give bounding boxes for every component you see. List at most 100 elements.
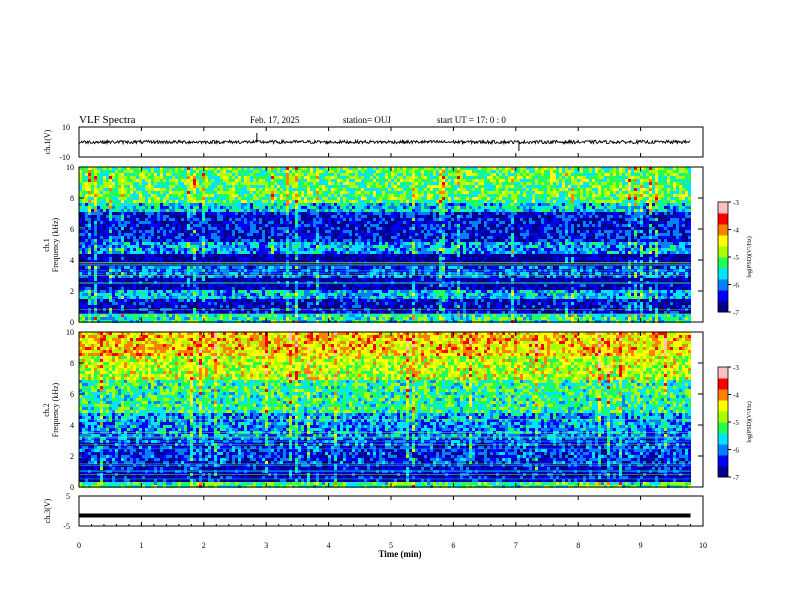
spectrogram-cell bbox=[259, 200, 262, 203]
spectrogram-cell bbox=[271, 191, 274, 194]
spectrogram-cell bbox=[118, 290, 121, 293]
spectrogram-cell bbox=[157, 278, 160, 281]
spectrogram-cell bbox=[199, 269, 202, 272]
spectrogram-cell bbox=[253, 224, 256, 227]
spectrogram-cell bbox=[175, 302, 178, 305]
spectrogram-cell bbox=[127, 248, 130, 251]
spectrogram-cell bbox=[217, 203, 220, 206]
spectrogram-cell bbox=[220, 290, 223, 293]
spectrogram-cell bbox=[262, 257, 265, 260]
spectrogram-cell bbox=[169, 185, 172, 188]
spectrogram-cell bbox=[190, 173, 193, 176]
spectrogram-cell bbox=[181, 185, 184, 188]
spectrogram-cell bbox=[247, 188, 250, 191]
spectrogram-cell bbox=[262, 221, 265, 224]
spectrogram-cell bbox=[331, 224, 334, 227]
spectrogram-cell bbox=[283, 227, 286, 230]
spectrogram-cell bbox=[301, 230, 304, 233]
spectrogram-cell bbox=[208, 218, 211, 221]
spectrogram-cell bbox=[337, 203, 340, 206]
spectrogram-cell bbox=[199, 236, 202, 239]
spectrogram-cell bbox=[358, 236, 361, 239]
spectrogram-cell bbox=[223, 173, 226, 176]
spectrogram-cell bbox=[292, 314, 295, 317]
spectrogram-cell bbox=[193, 236, 196, 239]
spectrogram-cell bbox=[118, 212, 121, 215]
spectrogram-cell bbox=[178, 299, 181, 302]
spectrogram-cell bbox=[229, 299, 232, 302]
spectrogram-cell bbox=[139, 242, 142, 245]
spectrogram-cell bbox=[106, 251, 109, 254]
spectrogram-cell bbox=[97, 179, 100, 182]
spectrogram-cell bbox=[157, 203, 160, 206]
spectrogram-cell bbox=[283, 260, 286, 263]
spectrogram-cell bbox=[286, 314, 289, 317]
spectrogram-cell bbox=[307, 194, 310, 197]
spectrogram-cell bbox=[205, 287, 208, 290]
spectrogram-cell bbox=[190, 239, 193, 242]
spectrogram-cell bbox=[166, 206, 169, 209]
spectrogram-cell bbox=[313, 242, 316, 245]
spectrogram-cell bbox=[175, 257, 178, 260]
spectrogram-cell bbox=[346, 188, 349, 191]
spectrogram-cell bbox=[346, 227, 349, 230]
spectrogram-cell bbox=[160, 239, 163, 242]
spectrogram-cell bbox=[286, 248, 289, 251]
spectrogram-cell bbox=[154, 272, 157, 275]
spectrogram-cell bbox=[226, 257, 229, 260]
spectrogram-cell bbox=[205, 272, 208, 275]
spectrogram-cell bbox=[259, 305, 262, 308]
spectrogram-cell bbox=[130, 188, 133, 191]
spectrogram-cell bbox=[271, 236, 274, 239]
spectrogram-cell bbox=[133, 227, 136, 230]
spectrogram-cell bbox=[115, 236, 118, 239]
spectrogram-cell bbox=[268, 248, 271, 251]
spectrogram-cell bbox=[130, 269, 133, 272]
spectrogram-cell bbox=[142, 233, 145, 236]
spectrogram-cell bbox=[349, 269, 352, 272]
spectrogram-cell bbox=[103, 293, 106, 296]
spectrogram-cell bbox=[187, 197, 190, 200]
spectrogram-cell bbox=[160, 299, 163, 302]
spectrogram-cell bbox=[286, 284, 289, 287]
spectrogram-cell bbox=[190, 272, 193, 275]
spectrogram-cell bbox=[229, 215, 232, 218]
spectrogram-cell bbox=[337, 293, 340, 296]
spectrogram-cell bbox=[319, 197, 322, 200]
spectrogram-cell bbox=[187, 224, 190, 227]
spectrogram-cell bbox=[256, 230, 259, 233]
spectrogram-cell bbox=[211, 248, 214, 251]
spectrogram-cell bbox=[202, 260, 205, 263]
spectrogram-cell bbox=[82, 173, 85, 176]
spectrogram-cell bbox=[136, 185, 139, 188]
spectrogram-cell bbox=[172, 179, 175, 182]
spectrogram-cell bbox=[133, 230, 136, 233]
spectrogram-cell bbox=[199, 206, 202, 209]
spectrogram-cell bbox=[232, 254, 235, 257]
spectrogram-cell bbox=[244, 215, 247, 218]
spectrogram-cell bbox=[211, 239, 214, 242]
spectrogram-cell bbox=[241, 311, 244, 314]
spectrogram-cell bbox=[214, 173, 217, 176]
spectrogram-cell bbox=[166, 311, 169, 314]
spectrogram-cell bbox=[88, 314, 91, 317]
spectrogram-cell bbox=[109, 230, 112, 233]
spectrogram-cell bbox=[205, 206, 208, 209]
spectrogram-cell bbox=[340, 239, 343, 242]
spectrogram-cell bbox=[280, 305, 283, 308]
spectrogram-cell bbox=[319, 254, 322, 257]
spectrogram-cell bbox=[331, 278, 334, 281]
spectrogram-cell bbox=[253, 290, 256, 293]
spectrogram-cell bbox=[181, 230, 184, 233]
spectrogram-cell bbox=[361, 302, 364, 305]
spectrogram-cell bbox=[265, 290, 268, 293]
spectrogram-cell bbox=[256, 188, 259, 191]
spectrogram-cell bbox=[253, 200, 256, 203]
spectrogram-cell bbox=[163, 170, 166, 173]
spectrogram-cell bbox=[184, 248, 187, 251]
spectrogram-cell bbox=[217, 242, 220, 245]
spectrogram-cell bbox=[220, 215, 223, 218]
spectrogram-cell bbox=[118, 266, 121, 269]
spectrogram-cell bbox=[157, 179, 160, 182]
spectrogram-cell bbox=[262, 173, 265, 176]
